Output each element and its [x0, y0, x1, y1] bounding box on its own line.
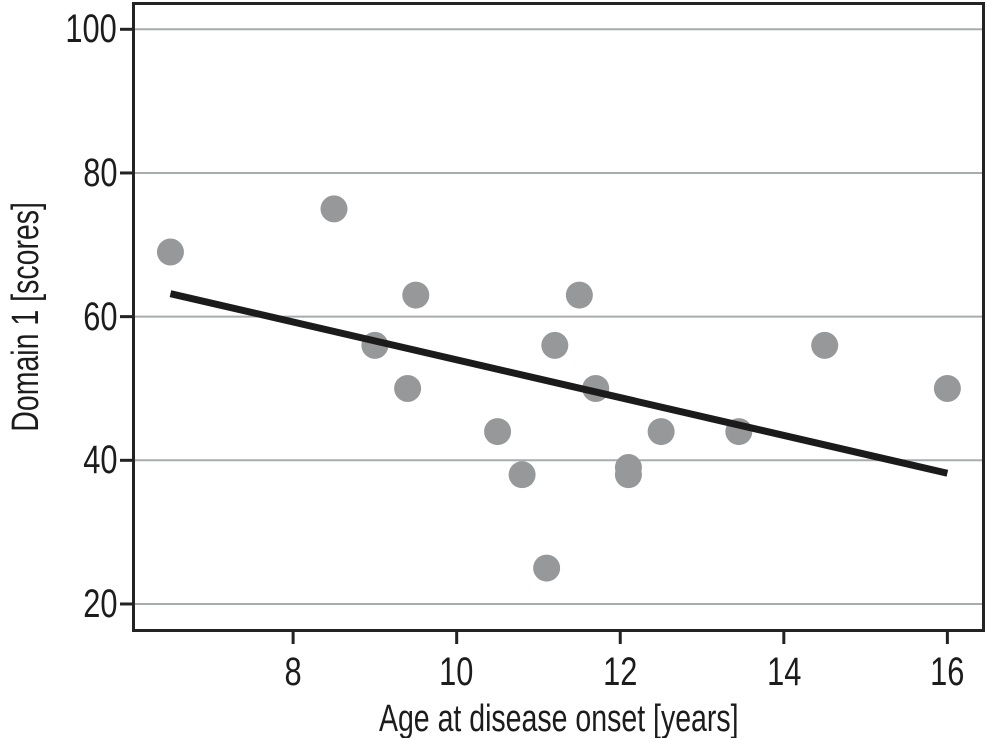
data-point: [402, 281, 430, 309]
x-tick-label: 14: [704, 648, 864, 696]
trendline: [169, 290, 949, 477]
x-tick-label: 10: [377, 648, 537, 696]
y-tick-label-text: 20: [82, 581, 117, 626]
y-tick-label-text: 60: [82, 294, 117, 339]
data-point: [811, 331, 839, 359]
x-axis-title-text: Age at disease onset [years]: [378, 698, 739, 738]
x-tick-label: 8: [213, 648, 373, 696]
x-tick-label-text: 12: [603, 650, 638, 694]
x-tick-label-text: 10: [439, 650, 474, 694]
data-point: [533, 554, 561, 582]
y-tick-label: 60: [0, 293, 117, 341]
data-point: [484, 418, 512, 446]
y-tick-label-text: 80: [82, 150, 117, 195]
x-tick-label: 16: [867, 648, 987, 696]
data-point: [614, 461, 642, 489]
x-axis-title: Age at disease onset [years]: [132, 695, 985, 738]
y-tick-label: 80: [0, 149, 117, 197]
data-point: [565, 281, 593, 309]
y-tick-label-text: 100: [65, 7, 117, 52]
data-point: [508, 461, 536, 489]
data-point: [320, 195, 348, 223]
y-axis-title: Domain 1 [scores]: [2, 2, 50, 632]
data-point: [394, 374, 422, 402]
y-tick-label: 100: [0, 5, 117, 53]
x-tick-label-text: 16: [930, 650, 965, 694]
data-point: [541, 331, 569, 359]
y-tick-label: 20: [0, 580, 117, 628]
plot-frame: [132, 2, 985, 632]
y-tick-label-text: 40: [82, 438, 117, 483]
x-tick-label: 12: [540, 648, 700, 696]
y-axis-title-text: Domain 1 [scores]: [5, 202, 47, 432]
x-tick-label-text: 14: [766, 650, 801, 694]
data-point: [156, 238, 184, 266]
y-tick-label: 40: [0, 436, 117, 484]
data-point: [647, 418, 675, 446]
data-point: [933, 374, 961, 402]
x-tick-label-text: 8: [284, 650, 302, 694]
